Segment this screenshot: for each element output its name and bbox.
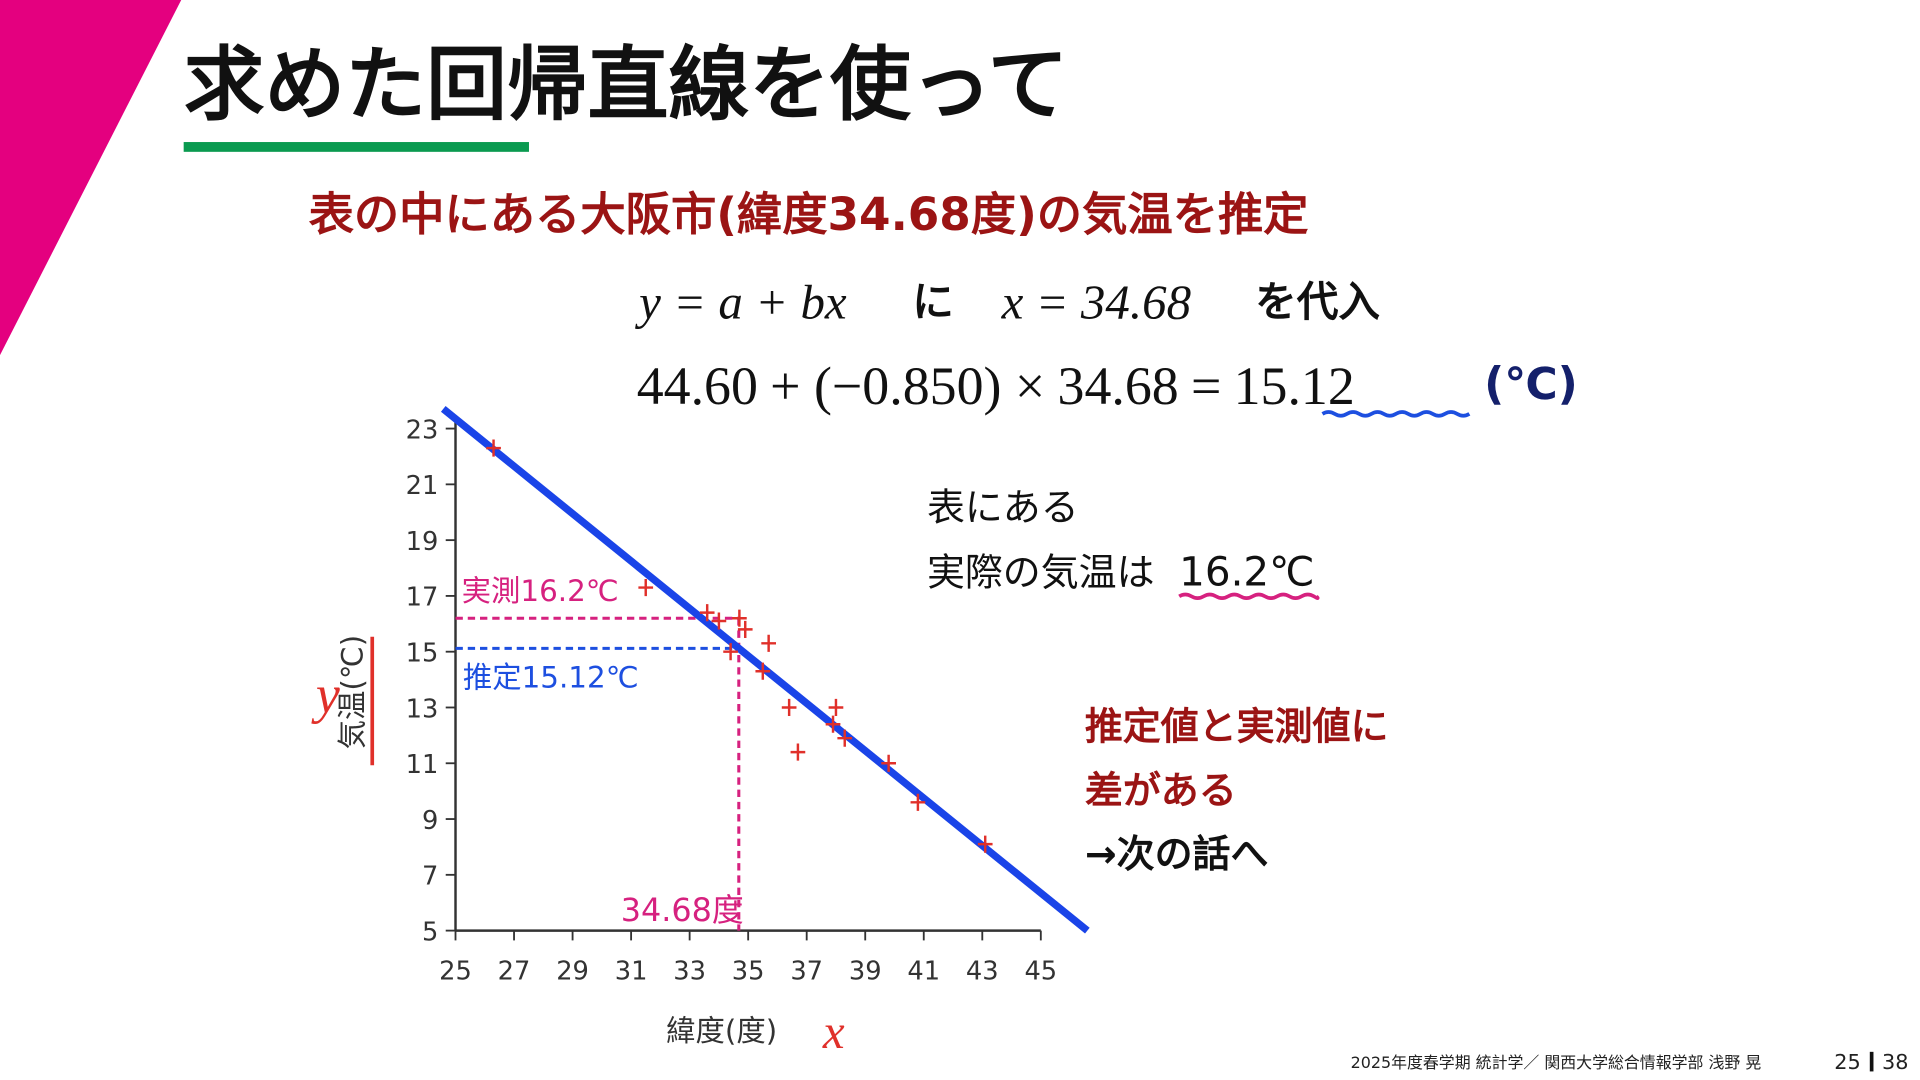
corner-decoration <box>0 0 182 356</box>
note-line: 表にある <box>927 485 1079 529</box>
y-tick-label: 17 <box>406 583 439 613</box>
x-tick-label: 43 <box>966 957 999 987</box>
remark-line: 差がある <box>1085 768 1237 812</box>
x-tick-label: 39 <box>849 957 882 987</box>
subtitle: 表の中にある大阪市(緯度34.68度)の気温を推定 <box>309 188 1309 241</box>
estimate-label: 推定15.12℃ <box>463 661 639 695</box>
measured-label: 実測16.2℃ <box>462 574 619 608</box>
equation-particle: に <box>912 277 954 326</box>
x-marker-label: 34.68度 <box>621 891 744 929</box>
page-separator <box>1869 1051 1874 1072</box>
data-point <box>977 835 993 853</box>
data-point <box>711 612 727 630</box>
formula-op: = <box>1191 356 1221 416</box>
x-tick-label: 27 <box>498 957 531 987</box>
formula: 44.60 + (−0.850) × 34.68 = 15.12 <box>637 356 1355 416</box>
y-tick-label: 11 <box>406 750 439 780</box>
data-point <box>761 634 776 652</box>
equation-tail: を代入 <box>1255 277 1380 326</box>
note-value: 16.2℃ <box>1179 547 1314 595</box>
y-axis-label: 気温(℃) <box>335 635 369 750</box>
page-total: 38 <box>1882 1050 1908 1074</box>
x-tick-label: 37 <box>790 957 823 987</box>
data-point <box>781 698 797 717</box>
x-symbol: x <box>822 1004 845 1059</box>
remark-line: 推定値と実測値に <box>1085 705 1389 749</box>
data-point <box>737 620 753 638</box>
data-point <box>486 439 501 457</box>
data-point <box>837 729 853 747</box>
y-symbol: y <box>311 665 340 725</box>
x-tick-label: 35 <box>732 957 765 987</box>
formula-op: ) × <box>984 356 1046 416</box>
y-tick-label: 15 <box>406 638 439 668</box>
formula-y: 15.12 <box>1234 356 1355 416</box>
note-line: 実際の気温は <box>927 550 1155 594</box>
formula-b: −0.850 <box>832 356 984 416</box>
title: 求めた回帰直線を使って <box>184 39 1069 133</box>
y-tick-label: 7 <box>422 862 438 892</box>
y-tick-label: 19 <box>406 527 439 557</box>
x-tick-label: 31 <box>615 957 648 987</box>
x-tick-label: 25 <box>439 957 472 987</box>
formula-x: 34.68 <box>1058 356 1179 416</box>
data-point <box>790 743 806 761</box>
result-underline <box>1321 410 1471 418</box>
x-tick-label: 45 <box>1024 957 1057 987</box>
data-point <box>825 715 841 733</box>
x-tick-label: 41 <box>907 957 940 987</box>
y-tick-label: 13 <box>406 694 439 724</box>
data-point <box>699 604 715 622</box>
y-tick-label: 9 <box>422 806 438 836</box>
data-point <box>881 754 896 772</box>
remark-line: →次の話へ <box>1085 832 1269 876</box>
formula-unit: (℃) <box>1484 359 1578 410</box>
data-point <box>732 609 747 627</box>
y-tick-label: 23 <box>406 415 439 445</box>
data-point <box>828 698 844 717</box>
formula-op: + ( <box>770 356 832 416</box>
footer-text: 2025年度春学期 統計学／ 関西大学総合情報学部 浅野 晃 <box>1351 1053 1762 1072</box>
data-point <box>638 578 654 597</box>
x-axis-label: 緯度(度) <box>666 1014 777 1048</box>
x-tick-label: 29 <box>556 957 589 987</box>
y-tick-label: 5 <box>422 917 438 947</box>
data-point <box>723 643 738 661</box>
title-underline <box>183 142 529 152</box>
data-point <box>910 793 926 811</box>
formula-a: 44.60 <box>637 356 758 416</box>
data-point <box>755 662 771 680</box>
equation-model: y = a + bx <box>634 274 847 329</box>
y-tick-label: 21 <box>406 471 439 501</box>
equation-assign: x = 34.68 <box>1001 274 1191 329</box>
x-tick-label: 33 <box>673 957 706 987</box>
page-number: 25 <box>1834 1050 1860 1074</box>
note-underline <box>1178 592 1320 600</box>
